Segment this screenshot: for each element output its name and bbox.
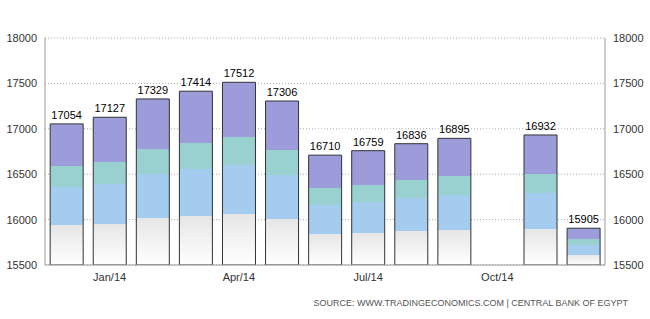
svg-text:16000: 16000 bbox=[613, 214, 642, 226]
svg-text:17054: 17054 bbox=[51, 109, 82, 121]
svg-text:17500: 17500 bbox=[8, 77, 37, 89]
svg-text:17414: 17414 bbox=[181, 76, 212, 88]
svg-text:16000: 16000 bbox=[8, 214, 37, 226]
svg-text:16895: 16895 bbox=[439, 123, 470, 135]
svg-text:17306: 17306 bbox=[267, 86, 298, 98]
svg-text:15500: 15500 bbox=[613, 259, 642, 271]
svg-text:16836: 16836 bbox=[396, 129, 427, 141]
svg-text:15500: 15500 bbox=[8, 259, 37, 271]
html-text:SOURCE: WWW.TRADINGECONOMICS.C: SOURCE: WWW.TRADINGECONOMICS.COM | CENTR… bbox=[313, 298, 628, 308]
svg-text:Jan/14: Jan/14 bbox=[93, 271, 126, 283]
svg-text:18000: 18000 bbox=[8, 32, 37, 44]
svg-text:Apr/14: Apr/14 bbox=[223, 271, 255, 283]
svg-text:17329: 17329 bbox=[138, 84, 169, 96]
svg-text:16500: 16500 bbox=[8, 168, 37, 180]
svg-text:15905: 15905 bbox=[568, 213, 599, 225]
svg-text:16932: 16932 bbox=[525, 120, 556, 132]
svg-text:18000: 18000 bbox=[613, 32, 642, 44]
svg-text:17500: 17500 bbox=[613, 77, 642, 89]
svg-text:16710: 16710 bbox=[310, 140, 341, 152]
svg-text:Jul/14: Jul/14 bbox=[353, 271, 382, 283]
svg-text:17512: 17512 bbox=[224, 67, 255, 79]
svg-text:Oct/14: Oct/14 bbox=[481, 271, 513, 283]
svg-text:17000: 17000 bbox=[8, 123, 37, 135]
svg-text:16500: 16500 bbox=[613, 168, 642, 180]
svg-text:16759: 16759 bbox=[353, 136, 384, 148]
svg-text:17000: 17000 bbox=[613, 123, 642, 135]
svg-text:17127: 17127 bbox=[94, 102, 125, 114]
